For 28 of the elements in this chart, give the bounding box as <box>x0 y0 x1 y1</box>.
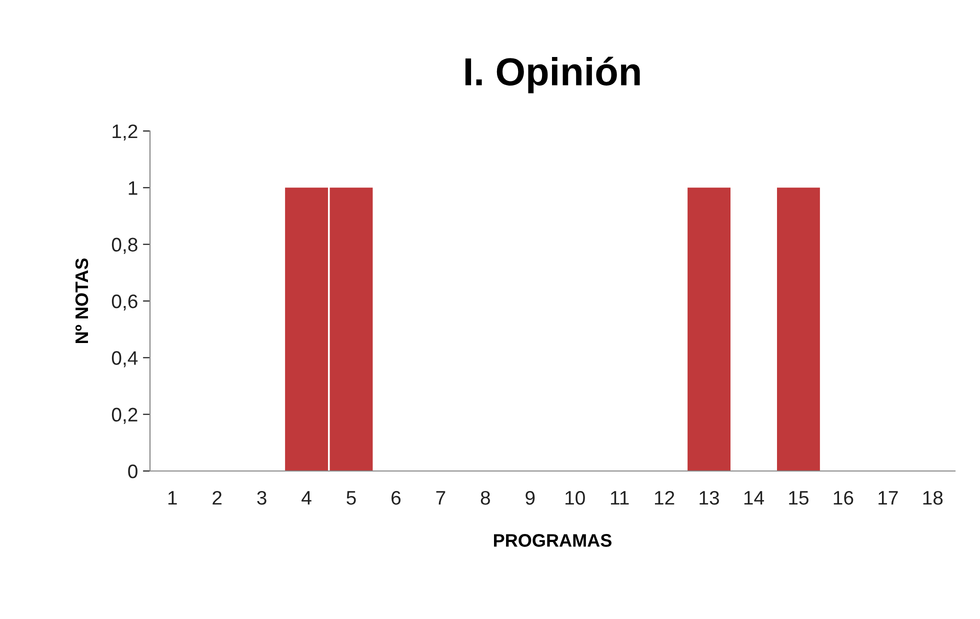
y-tick-label: 1,2 <box>112 124 138 141</box>
chart-title: I. Opinión <box>465 56 640 94</box>
x-tick-label: 14 <box>744 491 764 505</box>
x-axis-title: PROGRAMAS <box>494 534 612 547</box>
y-tick-label: 0,6 <box>112 294 138 311</box>
x-tick-label: 8 <box>480 490 490 505</box>
x-tick-label: 17 <box>878 491 898 505</box>
x-tick-label: 3 <box>257 490 266 505</box>
y-axis-title: Nº NOTAS <box>75 258 88 344</box>
x-tick-label: 1 <box>168 491 177 505</box>
x-tick-label: 9 <box>526 490 535 505</box>
y-tick-label: 0,8 <box>112 238 138 254</box>
x-tick-label: 12 <box>654 490 674 505</box>
y-tick-label: 0 <box>128 464 138 478</box>
x-tick-label: 7 <box>436 491 446 505</box>
x-tick-label: 16 <box>834 490 854 505</box>
x-tick-label: 5 <box>346 491 356 505</box>
y-tick-label: 0,4 <box>112 351 138 368</box>
x-tick-label: 11 <box>610 491 629 505</box>
x-tick-label: 18 <box>923 490 943 505</box>
x-tick-label: 6 <box>392 490 401 505</box>
x-tick-label: 4 <box>302 491 312 505</box>
x-tick-label: 15 <box>789 491 808 505</box>
x-tick-label: 10 <box>566 490 585 505</box>
y-tick-label: 0,2 <box>112 408 138 424</box>
y-tick-label: 1 <box>128 181 138 195</box>
x-tick-label: 13 <box>700 490 719 505</box>
x-tick-label: 2 <box>212 490 222 505</box>
